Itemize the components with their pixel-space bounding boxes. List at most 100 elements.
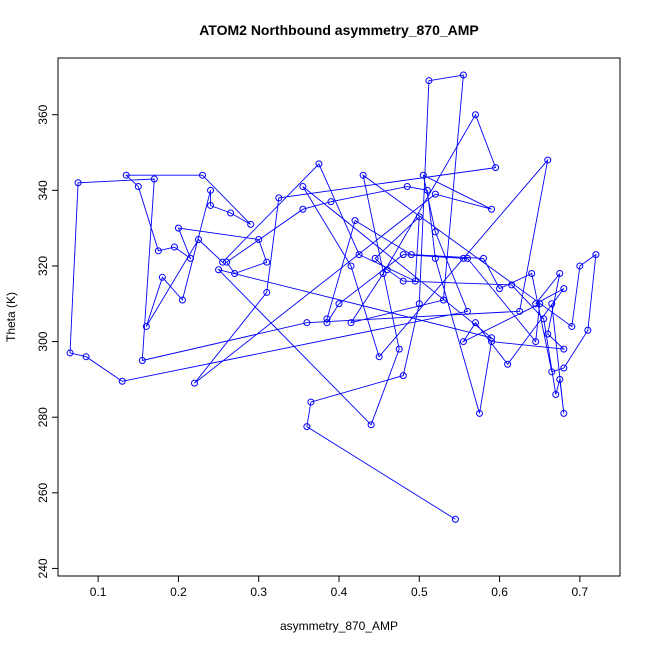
- data-point: [323, 319, 331, 327]
- data-point: [431, 228, 439, 236]
- data-point: [415, 300, 423, 308]
- x-tick-label: 0.5: [411, 585, 428, 599]
- x-axis: 0.1 0.2 0.3 0.4 0.5 0.6 0.7: [90, 576, 589, 599]
- data-point: [263, 288, 271, 296]
- data-point: [560, 364, 568, 372]
- data-point: [488, 338, 496, 346]
- data-point: [459, 254, 467, 262]
- data-point: [568, 322, 576, 330]
- data-point: [584, 326, 592, 334]
- data-point: [186, 254, 194, 262]
- data-point: [307, 398, 315, 406]
- data-point: [255, 235, 263, 243]
- data-point: [463, 254, 471, 262]
- data-point: [263, 258, 271, 266]
- y-tick-label: 340: [36, 180, 50, 200]
- data-point: [399, 277, 407, 285]
- data-point: [536, 300, 544, 308]
- data-point: [247, 220, 255, 228]
- data-point: [540, 315, 548, 323]
- data-point: [227, 209, 235, 217]
- data-point: [548, 300, 556, 308]
- data-point: [423, 186, 431, 194]
- chart-title: ATOM2 Northbound asymmetry_870_AMP: [199, 22, 479, 38]
- data-point: [476, 409, 483, 417]
- data-point: [431, 190, 439, 198]
- data-point: [560, 345, 568, 353]
- data-point: [303, 423, 311, 431]
- data-point: [403, 183, 411, 191]
- series-line: [69, 74, 597, 520]
- data-point: [138, 356, 146, 364]
- data-point: [395, 345, 403, 353]
- data-point: [231, 270, 239, 278]
- data-point: [556, 375, 564, 383]
- data-point: [351, 217, 359, 225]
- data-point: [299, 205, 307, 213]
- data-point: [375, 353, 383, 361]
- data-point: [399, 372, 407, 380]
- x-tick-label: 0.3: [250, 585, 267, 599]
- data-point: [439, 296, 447, 304]
- data-point: [359, 171, 367, 179]
- data-point: [303, 319, 311, 327]
- data-point: [544, 330, 552, 338]
- data-point: [174, 224, 182, 232]
- y-tick-label: 240: [36, 558, 50, 578]
- data-point: [299, 183, 307, 191]
- data-point: [411, 277, 419, 285]
- data-point: [74, 179, 82, 187]
- data-point: [118, 377, 126, 385]
- data-point: [154, 247, 162, 255]
- data-point: [335, 300, 343, 308]
- data-point: [383, 266, 391, 274]
- data-point: [275, 194, 283, 202]
- data-point: [207, 201, 215, 209]
- data-point: [544, 156, 552, 164]
- data-point: [327, 198, 335, 206]
- data-point: [451, 515, 459, 523]
- data-point: [488, 205, 496, 213]
- plot-area: [57, 57, 621, 577]
- data-point: [532, 300, 540, 308]
- data-point: [142, 322, 150, 330]
- y-tick-label: 300: [36, 331, 50, 351]
- data-point: [488, 334, 496, 342]
- x-tick-label: 0.1: [90, 585, 107, 599]
- data-point: [425, 77, 433, 85]
- data-point: [379, 270, 387, 278]
- data-point: [315, 160, 323, 168]
- y-axis: 240 260 280 300 320 340 360: [36, 104, 58, 578]
- y-tick-label: 280: [36, 407, 50, 427]
- data-point: [323, 315, 331, 323]
- data-point: [178, 296, 186, 304]
- data-point: [560, 285, 568, 293]
- data-point: [508, 281, 516, 289]
- data-point: [552, 391, 560, 399]
- data-series: [66, 71, 600, 523]
- data-point: [215, 266, 223, 274]
- data-point: [496, 285, 504, 293]
- x-tick-label: 0.7: [572, 585, 589, 599]
- data-point: [576, 262, 584, 270]
- data-point: [407, 251, 415, 259]
- data-point: [419, 171, 427, 179]
- y-tick-label: 260: [36, 482, 50, 502]
- data-point: [207, 186, 215, 194]
- data-point: [556, 270, 564, 278]
- data-point: [150, 175, 158, 183]
- data-point: [347, 319, 355, 327]
- data-point: [504, 360, 512, 368]
- x-tick-label: 0.6: [491, 585, 508, 599]
- data-point: [592, 251, 600, 259]
- data-point: [219, 258, 227, 266]
- data-point: [415, 213, 423, 221]
- y-axis-label: Theta (K): [4, 292, 18, 342]
- data-point: [134, 183, 142, 191]
- data-point: [459, 338, 467, 346]
- data-point: [463, 307, 471, 315]
- data-point: [122, 171, 130, 179]
- data-point: [532, 338, 540, 346]
- x-tick-label: 0.4: [331, 585, 348, 599]
- data-point: [158, 273, 166, 281]
